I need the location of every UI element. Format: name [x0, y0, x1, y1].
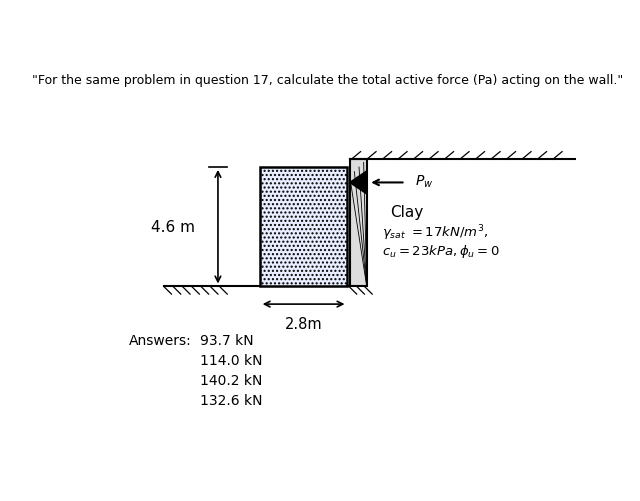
Bar [260, 168, 348, 287]
Polygon shape [349, 171, 367, 194]
Text: 114.0 kN: 114.0 kN [200, 353, 262, 367]
Text: 132.6 kN: 132.6 kN [200, 393, 262, 407]
Text: Answers:: Answers: [129, 333, 191, 347]
Text: Clay: Clay [390, 205, 423, 220]
Text: $P_w$: $P_w$ [415, 173, 433, 190]
Text: $\gamma_{sat}$ $= 17kN / m^3,$: $\gamma_{sat}$ $= 17kN / m^3,$ [382, 223, 488, 243]
Text: 93.7 kN: 93.7 kN [200, 333, 253, 347]
Text: "For the same problem in question 17, calculate the total active force (Pa) acti: "For the same problem in question 17, ca… [33, 74, 623, 87]
Text: 2.8m: 2.8m [285, 317, 323, 332]
Bar [349, 160, 367, 287]
Text: $c_u = 23kPa, \phi_u = 0$: $c_u = 23kPa, \phi_u = 0$ [382, 242, 500, 259]
Text: 4.6 m: 4.6 m [150, 220, 195, 235]
Text: 140.2 kN: 140.2 kN [200, 373, 262, 387]
